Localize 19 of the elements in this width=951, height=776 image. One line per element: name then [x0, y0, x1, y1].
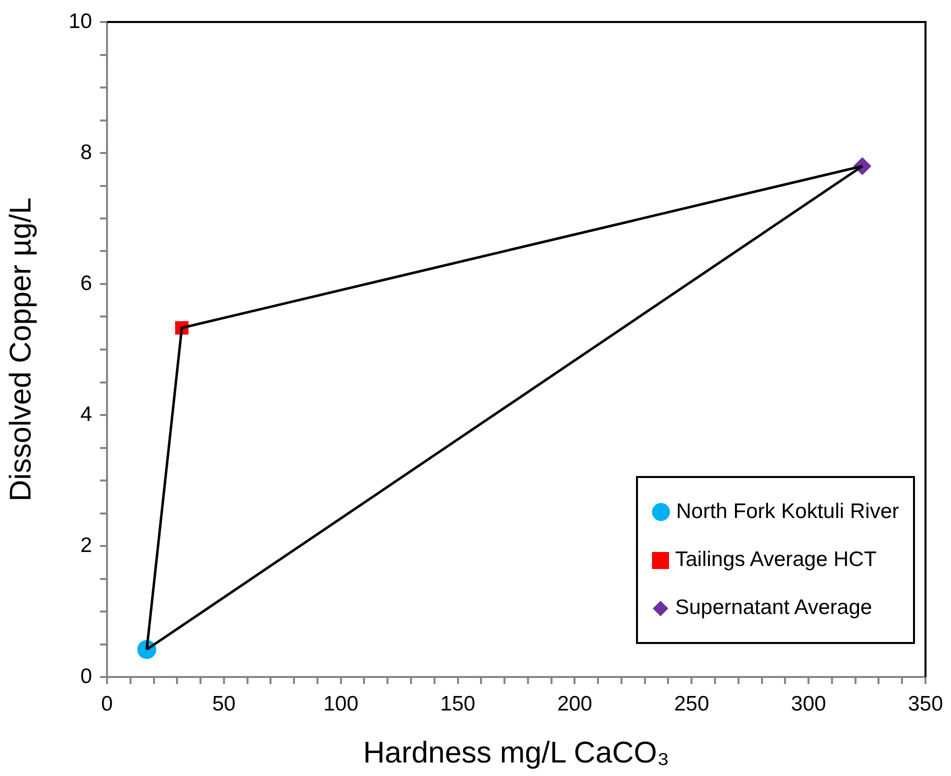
y-axis-title: Dissolved Copper µg/L	[4, 197, 38, 502]
x-tick-label: 150	[440, 692, 476, 716]
x-tick-label: 250	[674, 692, 710, 716]
x-tick-label: 50	[212, 692, 236, 716]
x-tick-label: 350	[908, 692, 944, 716]
y-tick-label: 0	[80, 664, 92, 688]
x-tick-label: 100	[323, 692, 358, 716]
y-tick-label: 10	[68, 10, 92, 33]
legend-label: Supernatant Average	[675, 596, 872, 620]
y-tick-label: 2	[80, 534, 92, 557]
x-tick-label: 200	[557, 692, 592, 716]
legend-label: North Fork Koktuli River	[676, 500, 899, 524]
y-tick-label: 4	[80, 402, 92, 426]
x-tick-label: 0	[101, 692, 113, 716]
x-tick-label: 300	[791, 692, 826, 716]
y-tick-label: 6	[80, 272, 92, 295]
legend-label: Tailings Average HCT	[675, 548, 877, 572]
y-tick-label: 8	[80, 140, 92, 164]
x-axis-title: Hardness mg/L CaCO₃	[363, 736, 670, 770]
